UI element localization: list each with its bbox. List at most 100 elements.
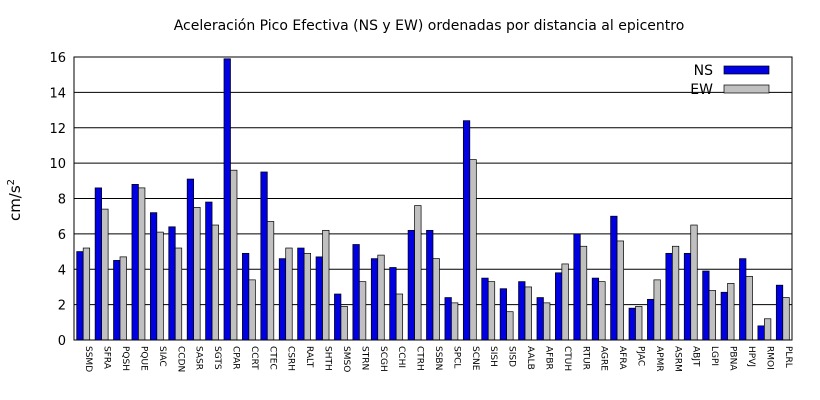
bar-ew-ctec (266, 221, 275, 341)
x-category-label: RMOI (764, 346, 774, 370)
bar-ns-plrl (775, 284, 784, 341)
x-axis-categories: SSMD SFRA PQSH PQUE SIAC CCDN SASR SGTS CPAR CCRT… (83, 346, 793, 372)
bar-ns-ralt (297, 247, 305, 341)
bar-ew-ccdn (174, 247, 183, 341)
bars (76, 58, 790, 341)
bar-ew-ccrt (248, 279, 256, 341)
bar-ns-pqsh (113, 260, 121, 341)
x-category-label: ABJT (691, 346, 701, 367)
y-tick-label: 4 (58, 263, 66, 278)
x-category-label: SISH (488, 346, 498, 367)
bar-ns-ctrh (407, 229, 415, 341)
bar-ns-shth (315, 256, 323, 341)
bar-ew-pqsh (119, 256, 127, 341)
y-axis-label-superscript: 2 (6, 179, 17, 185)
y-tick-label: 14 (49, 86, 66, 101)
x-category-label: AGRE (599, 346, 609, 371)
bar-ew-smso (340, 306, 348, 341)
bar-ew-afbr (543, 302, 551, 341)
y-axis-ticks: 0 2 4 6 8 10 12 14 16 (49, 51, 66, 349)
bar-ns-ssbn (426, 229, 434, 341)
bar-ew-shth (322, 229, 330, 341)
bar-ns-pque (131, 184, 139, 341)
x-category-label: SSMD (83, 346, 93, 372)
bar-ew-rmoi (764, 318, 772, 341)
bar-ns-ccdn (168, 226, 176, 341)
bar-ew-siac (156, 231, 164, 341)
x-category-label: CCHI (396, 346, 406, 368)
bar-ns-cpar (223, 58, 231, 341)
x-category-label: CTRH (415, 346, 425, 371)
y-axis-label: cm/s2 (6, 179, 24, 221)
bar-ew-sisd (506, 311, 514, 341)
bar-ew-csrh (285, 247, 293, 341)
bar-ew-cpar (230, 169, 238, 341)
bar-ew-ralt (303, 252, 311, 341)
x-category-label: SGTS (212, 346, 222, 370)
legend-swatch-ew (723, 84, 770, 94)
bar-ns-ssmd (76, 251, 84, 341)
x-category-label: APMR (654, 346, 664, 372)
bar-ns-siac (149, 212, 158, 341)
bar-ew-strn (359, 281, 367, 341)
bar-ew-scgh (377, 254, 385, 341)
bar-ns-ctec (260, 171, 268, 341)
legend-swatch-ns (723, 65, 770, 75)
x-category-label: AFRA (617, 346, 627, 370)
x-category-label: CPAR (230, 346, 240, 370)
bar-ns-afbr (536, 297, 544, 341)
x-category-label: PQUE (138, 346, 148, 371)
bar-ew-agre (598, 281, 606, 341)
x-category-label: SIAC (157, 346, 167, 367)
bar-ew-afra (616, 240, 624, 341)
x-category-label: SASR (194, 346, 204, 370)
bar-ew-abjt (690, 224, 698, 341)
bar-ew-plrl (782, 297, 790, 341)
bar-ew-sasr (193, 206, 201, 341)
y-tick-label: 16 (49, 51, 66, 66)
x-category-label: CTUH (562, 346, 572, 371)
x-category-label: SMSO (341, 346, 351, 372)
x-category-label: PLRL (783, 346, 793, 368)
x-category-label: CSRH (286, 346, 296, 371)
bar-ns-spcl (444, 297, 452, 341)
y-tick-label: 8 (58, 193, 66, 208)
x-category-label: PQSH (120, 346, 130, 371)
bar-ns-ctuh (555, 272, 563, 341)
bar-ew-sgts (211, 224, 219, 341)
chart-title: Aceleración Pico Efectiva (NS y EW) orde… (174, 18, 685, 34)
x-category-label: SHTH (323, 346, 333, 371)
bar-ns-sgts (205, 201, 213, 341)
bar-ns-pjac (628, 307, 636, 341)
bar-ns-sisd (499, 288, 507, 341)
bar-ew-pbna (727, 283, 735, 341)
x-category-label: HPVJ (746, 346, 756, 367)
x-category-label: CCDN (175, 346, 185, 372)
bar-ns-afra (610, 215, 618, 341)
bar-ew-scne (469, 159, 477, 341)
bar-ns-ccrt (242, 252, 250, 341)
legend-label-ew: EW (690, 82, 713, 98)
x-category-label: SPCL (451, 346, 461, 368)
x-category-label: STRN (359, 346, 369, 370)
bar-ew-hpvj (745, 275, 753, 341)
x-category-label: SFRA (102, 346, 112, 370)
bar-ew-ctuh (561, 263, 569, 341)
bar-ns-scgh (370, 258, 379, 341)
x-category-label: RALT (304, 346, 314, 368)
bar-ns-aalb (518, 281, 526, 341)
bar-ns-rtur (573, 233, 581, 341)
bar-ns-hpvj (739, 258, 747, 341)
bar-ns-sish (481, 277, 489, 341)
bar-ns-scne (462, 120, 471, 341)
x-category-label: CTEC (267, 346, 277, 370)
bar-ns-rmoi (757, 325, 765, 341)
y-tick-label: 0 (58, 334, 66, 349)
bar-ew-pque (138, 187, 146, 341)
y-tick-label: 2 (58, 299, 66, 314)
y-axis-label-unit: cm/s (6, 185, 24, 221)
bar-ns-agre (591, 277, 600, 341)
plot-frame (73, 56, 793, 341)
legend: NS EW (690, 63, 770, 98)
